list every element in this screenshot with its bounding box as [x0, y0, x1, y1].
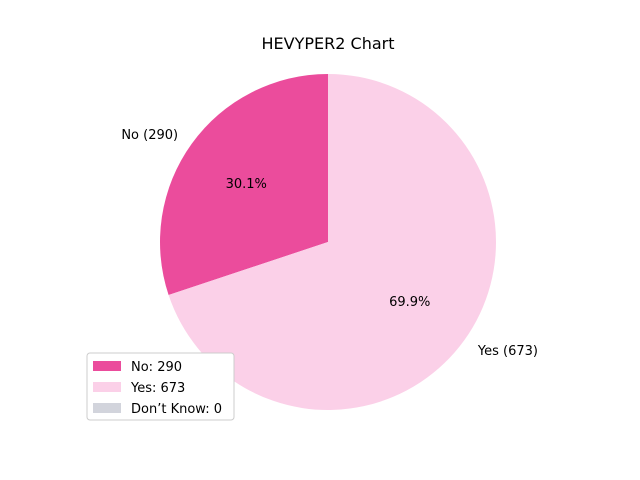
legend-box	[86, 352, 235, 421]
legend-swatch	[93, 403, 121, 413]
legend-entry-label: Yes: 673	[130, 381, 185, 396]
pie-slice-no	[160, 74, 328, 296]
slice-percent-label: 69.9%	[389, 295, 430, 310]
pie-labels: 30.1% No (290) 69.9% Yes (673)	[121, 128, 538, 359]
chart-title: HEVYPER2 Chart	[262, 34, 395, 53]
legend-entry-label: Don’t Know: 0	[131, 402, 222, 417]
pie-slice-yes	[168, 74, 497, 411]
legend-swatch	[93, 361, 121, 371]
slice-outer-label: Yes (673)	[477, 344, 538, 359]
slice-outer-label: No (290)	[121, 128, 178, 143]
legend: No: 290 Yes: 673 Don’t Know: 0	[86, 352, 235, 421]
legend-swatch	[93, 382, 121, 392]
pie-slices	[160, 74, 497, 411]
legend-entry-label: No: 290	[131, 360, 182, 375]
slice-percent-label: 30.1%	[226, 177, 267, 192]
